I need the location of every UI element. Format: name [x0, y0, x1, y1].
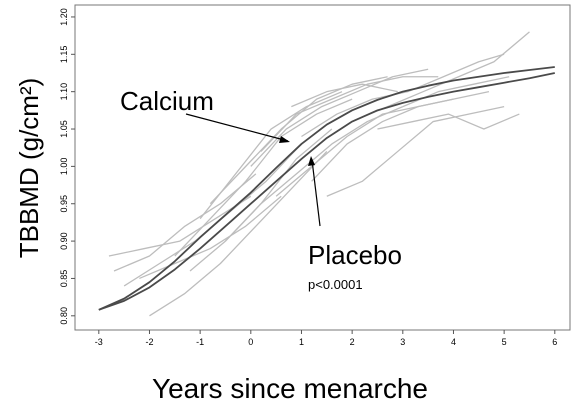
y-tick-label: 1.15: [59, 46, 69, 64]
x-tick-label: 1: [299, 337, 304, 347]
individual-trajectory: [199, 91, 343, 220]
calcium-arrowhead: [279, 136, 290, 143]
placebo-label: Placebo: [308, 240, 402, 270]
individual-trajectory: [149, 150, 328, 317]
individual-trajectory: [113, 173, 257, 272]
individual-trajectory: [326, 105, 505, 197]
individual-trajectory: [351, 31, 530, 123]
individual-trajectory: [250, 68, 429, 167]
fitted-curve: [98, 72, 555, 311]
y-tick-label: 1.10: [59, 83, 69, 101]
x-tick-label: 5: [502, 337, 507, 347]
placebo-arrow: [311, 159, 321, 227]
individual-trajectory: [260, 76, 439, 152]
individual-trajectory: [311, 91, 490, 182]
x-tick-label: 6: [552, 337, 557, 347]
individual-trajectory: [301, 53, 505, 138]
x-tick-label: 0: [248, 337, 253, 347]
y-tick-label: 0.95: [59, 195, 69, 213]
fitted-curve: [98, 66, 555, 311]
individual-trajectory: [139, 195, 282, 280]
y-tick-label: 0.90: [59, 232, 69, 250]
individual-trajectory: [275, 98, 454, 197]
y-tick-label: 1.05: [59, 120, 69, 138]
y-tick-label: 0.80: [59, 307, 69, 325]
calcium-label: Calcium: [120, 86, 214, 116]
individual-trajectory: [108, 195, 252, 257]
individual-trajectory: [123, 143, 302, 287]
individual-trajectory: [291, 83, 398, 108]
y-tick-label: 1.00: [59, 158, 69, 176]
individual-trajectory: [174, 98, 353, 257]
x-tick-label: -1: [196, 337, 204, 347]
plot-area: [98, 31, 555, 317]
plot-frame: [74, 4, 571, 331]
x-axis-label: Years since menarche: [152, 373, 428, 404]
x-tick-label: -3: [95, 337, 103, 347]
x-tick-label: 4: [451, 337, 456, 347]
individual-trajectory: [377, 113, 520, 130]
placebo-arrowhead: [308, 156, 315, 166]
p-value: p<0.0001: [308, 277, 363, 292]
y-axis-label: TBBMD (g/cm²): [14, 78, 44, 259]
x-tick-label: -2: [145, 337, 153, 347]
y-tick-label: 0.85: [59, 270, 69, 288]
calcium-arrow: [185, 113, 289, 142]
x-tick-label: 2: [350, 337, 355, 347]
individual-trajectory: [209, 76, 388, 205]
y-tick-label: 1.20: [59, 8, 69, 26]
individual-trajectory: [189, 128, 333, 272]
x-tick-label: 3: [400, 337, 405, 347]
